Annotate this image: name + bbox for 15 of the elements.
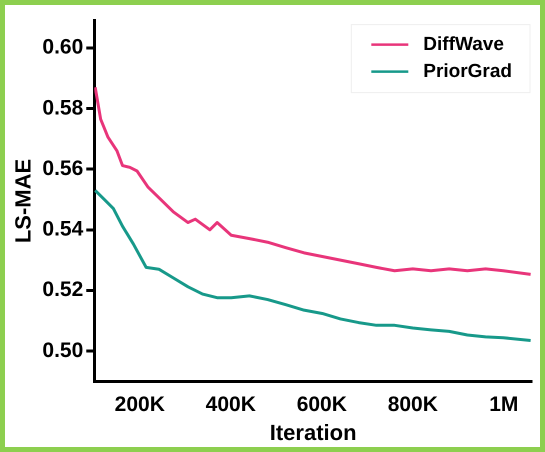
x-tick-label: 400K [206,392,256,416]
y-tick-label: 0.60 [42,36,84,59]
y-tick-label: 0.54 [42,218,84,241]
y-tick-label: 0.52 [42,278,84,302]
legend-label: DiffWave [423,34,504,55]
y-tick-label: 0.58 [42,96,84,120]
x-tick-label: 600K [296,392,347,416]
y-tick-label: 0.56 [42,156,84,180]
x-tick-label: 1M [489,392,518,416]
x-tick-label: 800K [388,392,438,416]
y-tick-label: 0.50 [42,338,84,362]
x-axis-title: Iteration [270,420,357,445]
x-tick-label: 200K [114,392,165,416]
legend-label: PriorGrad [423,60,512,82]
y-axis-title: LS-MAE [10,158,36,244]
